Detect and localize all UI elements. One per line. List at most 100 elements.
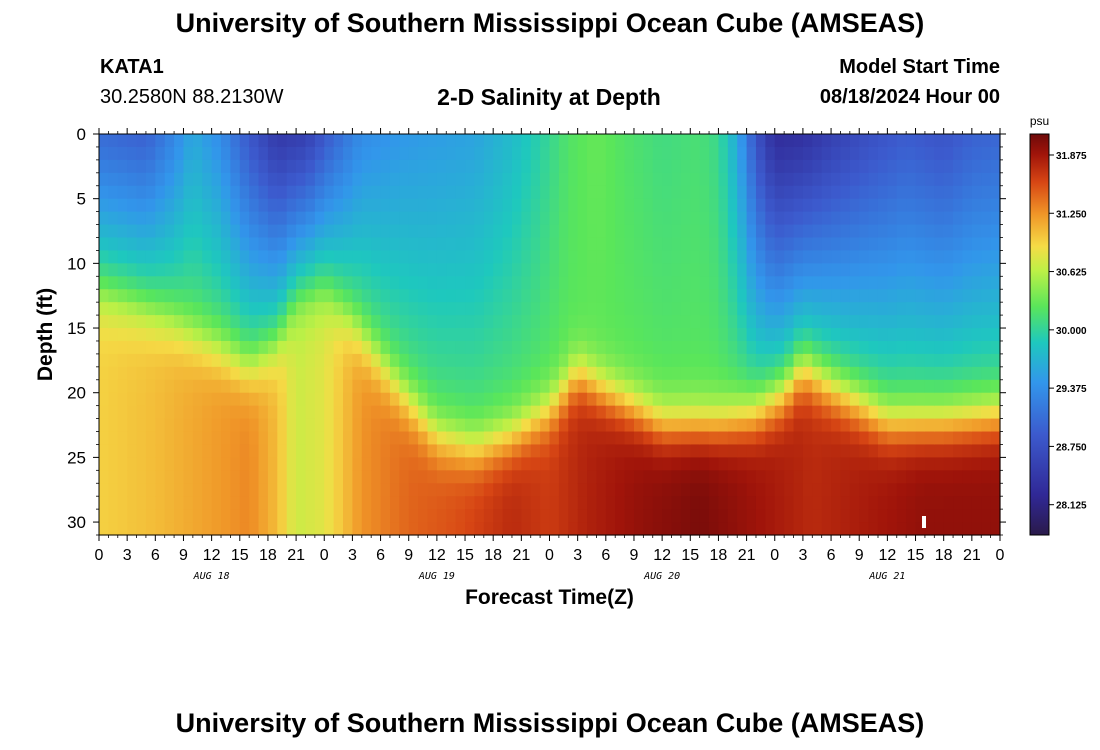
heatmap-cell (587, 237, 598, 252)
heatmap-cell (624, 211, 635, 226)
heatmap-cell (493, 237, 504, 252)
heatmap-cell (296, 263, 307, 277)
heatmap-cell (596, 237, 607, 252)
heatmap-cell (605, 302, 616, 316)
heatmap-cell (671, 302, 682, 316)
heatmap-cell (305, 224, 316, 239)
heatmap-cell (549, 470, 560, 484)
heatmap-cell (718, 496, 729, 510)
heatmap-cell (258, 405, 269, 420)
heatmap-cell (418, 340, 429, 355)
heatmap-cell (671, 276, 682, 290)
heatmap-cell (427, 211, 438, 226)
heatmap-cell (164, 470, 175, 484)
heatmap-cell (990, 431, 1001, 446)
heatmap-cell (568, 211, 579, 226)
heatmap-cell (455, 470, 466, 484)
heatmap-cell (671, 366, 682, 381)
heatmap-cell (446, 366, 457, 381)
heatmap-cell (502, 444, 513, 458)
heatmap-cell (802, 509, 813, 523)
heatmap-cell (718, 483, 729, 497)
heatmap-cell (436, 340, 447, 355)
heatmap-cell (324, 379, 335, 394)
heatmap-cell (765, 457, 776, 471)
heatmap-cell (990, 444, 1001, 458)
heatmap-cell (211, 496, 222, 510)
heatmap-cell (774, 315, 785, 329)
heatmap-cell (493, 418, 504, 433)
heatmap-cell (568, 159, 579, 174)
heatmap-cell (389, 211, 400, 226)
heatmap-cell (427, 509, 438, 523)
heatmap-cell (671, 496, 682, 510)
heatmap-cell (624, 198, 635, 213)
heatmap-cell (277, 237, 288, 252)
heatmap-cell (99, 211, 109, 226)
heatmap-cell (643, 340, 654, 355)
heatmap-cell (324, 263, 335, 277)
heatmap-cell (793, 496, 804, 510)
heatmap-cell (117, 211, 128, 226)
heatmap-cell (915, 328, 926, 342)
heatmap-cell (821, 340, 832, 355)
heatmap-cell (474, 340, 485, 355)
heatmap-cell (774, 276, 785, 290)
heatmap-cell (155, 340, 166, 355)
heatmap-cell (812, 276, 823, 290)
heatmap-cell (324, 405, 335, 420)
heatmap-cell (239, 328, 250, 342)
heatmap-cell (230, 263, 241, 277)
heatmap-cell (558, 418, 569, 433)
heatmap-cell (314, 315, 325, 329)
heatmap-cell (793, 366, 804, 381)
heatmap-cell (408, 457, 419, 471)
heatmap-cell (117, 250, 128, 264)
heatmap-cell (953, 470, 964, 484)
heatmap-cell (399, 418, 410, 433)
heatmap-cell (906, 185, 917, 200)
heatmap-cell (493, 392, 504, 407)
heatmap-cell (333, 237, 344, 252)
heatmap-cell (249, 198, 260, 213)
heatmap-cell (136, 172, 147, 187)
heatmap-cell (774, 340, 785, 355)
heatmap-cell (784, 496, 795, 510)
heatmap-cell (662, 496, 673, 510)
heatmap-cell (408, 366, 419, 381)
heatmap-cell (652, 509, 663, 523)
heatmap-cell (633, 185, 644, 200)
heatmap-cell (774, 470, 785, 484)
heatmap-cell (840, 340, 851, 355)
heatmap-cell (174, 392, 185, 407)
heatmap-cell (286, 509, 297, 523)
heatmap-cell (408, 431, 419, 446)
heatmap-cell (277, 276, 288, 290)
heatmap-cell (371, 159, 382, 174)
heatmap-cell (690, 483, 701, 497)
heatmap-cell (511, 444, 522, 458)
heatmap-cell (202, 392, 213, 407)
heatmap-cell (305, 185, 316, 200)
heatmap-cell (737, 289, 748, 303)
heatmap-cell (530, 146, 541, 161)
heatmap-cell (474, 483, 485, 497)
heatmap-cell (530, 483, 541, 497)
heatmap-cell (718, 263, 729, 277)
heatmap-cell (906, 172, 917, 187)
heatmap-cell (389, 483, 400, 497)
heatmap-cell (314, 159, 325, 174)
heatmap-cell (408, 263, 419, 277)
heatmap-cell (521, 302, 532, 316)
heatmap-cell (652, 250, 663, 264)
heatmap-cell (577, 211, 588, 226)
heatmap-cell (202, 302, 213, 316)
heatmap-cell (305, 522, 316, 536)
heatmap-cell (699, 172, 710, 187)
heatmap-cell (981, 276, 992, 290)
heatmap-cell (211, 470, 222, 484)
heatmap-cell (577, 250, 588, 264)
heatmap-cell (211, 522, 222, 536)
heatmap-cell (483, 185, 494, 200)
heatmap-cell (314, 224, 325, 239)
